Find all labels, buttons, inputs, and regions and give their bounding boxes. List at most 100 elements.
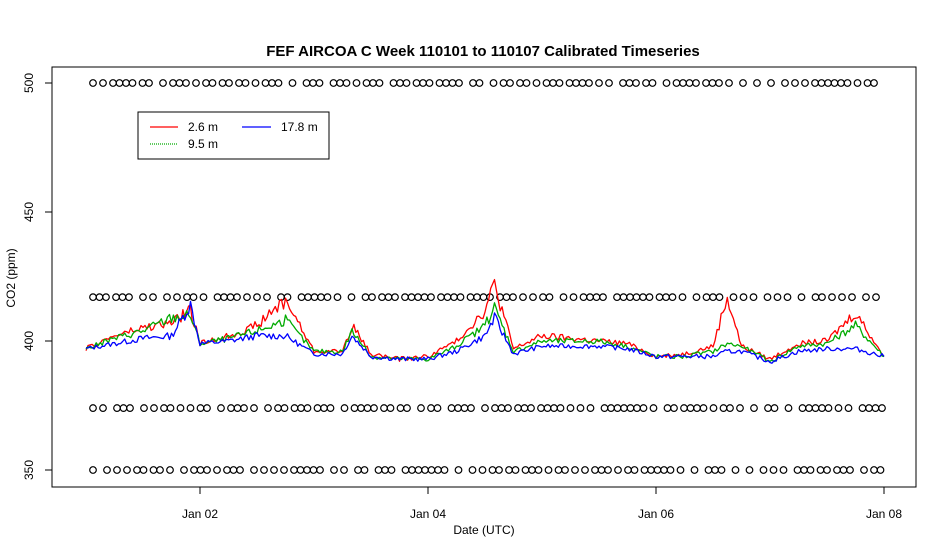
marker-circle <box>537 404 545 412</box>
marker-circle <box>680 404 688 412</box>
marker-circle <box>407 293 416 302</box>
marker-circle <box>317 293 325 302</box>
marker-circle <box>726 404 734 412</box>
marker-circle <box>545 293 554 302</box>
marker-circle <box>620 404 628 412</box>
marker-circle <box>396 404 405 412</box>
x-axis-label: Date (UTC) <box>453 523 514 537</box>
marker-circle <box>554 466 563 474</box>
marker-circle <box>613 404 622 412</box>
marker-circle <box>199 293 208 302</box>
marker-circle <box>676 466 685 474</box>
marker-circle <box>236 466 244 474</box>
marker-circle <box>251 79 260 87</box>
marker-circle <box>653 466 662 474</box>
marker-circle <box>350 404 359 412</box>
marker-circle <box>183 293 191 302</box>
marker-circle <box>260 466 268 474</box>
marker-circle <box>767 79 775 87</box>
marker-circle <box>414 293 422 302</box>
marker-circle <box>250 466 258 474</box>
marker-circle <box>569 293 578 302</box>
marker-circle <box>304 293 312 302</box>
marker-circle <box>858 404 867 412</box>
marker-circle <box>159 79 167 87</box>
marker-circle <box>374 466 383 474</box>
marker-circle <box>433 404 442 412</box>
marker-circle <box>403 404 411 412</box>
marker-circle <box>315 79 324 87</box>
marker-circle <box>196 466 205 474</box>
marker-circle <box>340 404 349 412</box>
marker-circle <box>648 79 657 87</box>
marker-circle <box>811 79 819 87</box>
marker-circle <box>655 293 664 302</box>
marker-circle <box>811 293 820 302</box>
marker-circle <box>95 293 104 302</box>
marker-circle <box>702 293 711 302</box>
marker-circle <box>555 79 564 87</box>
marker-circle <box>233 404 242 412</box>
marker-circle <box>190 466 198 474</box>
marker-circle <box>693 404 701 412</box>
marker-circle <box>561 466 569 474</box>
marker-circle <box>203 404 211 412</box>
marker-circle <box>823 466 831 474</box>
marker-circle <box>427 404 435 412</box>
marker-circle <box>412 79 421 87</box>
marker-circle <box>783 293 792 302</box>
marker-circle <box>460 404 469 412</box>
marker-circle <box>112 293 120 302</box>
marker-circle <box>624 466 632 474</box>
marker-circle <box>495 466 503 474</box>
marker-circle <box>361 293 370 302</box>
marker-circle <box>509 293 517 302</box>
marker-circle <box>595 79 603 87</box>
marker-circle <box>263 293 271 302</box>
marker-circle <box>739 79 747 87</box>
marker-circle <box>708 79 717 87</box>
marker-circle <box>456 293 465 302</box>
marker-circle <box>186 404 195 412</box>
marker-circle <box>223 466 231 474</box>
marker-circle <box>853 79 862 87</box>
marker-circle <box>544 466 553 474</box>
marker-circle <box>166 466 174 474</box>
marker-circle <box>527 404 535 412</box>
marker-circle <box>592 293 601 302</box>
marker-circle <box>764 404 772 412</box>
marker-circle <box>126 404 134 412</box>
marker-circle <box>402 79 411 87</box>
marker-circle <box>450 293 458 302</box>
marker-circle <box>274 79 283 87</box>
marker-circle <box>759 466 768 474</box>
marker-circle <box>386 404 395 412</box>
marker-circle <box>313 404 322 412</box>
marker-circle <box>427 466 436 474</box>
marker-circle <box>288 79 297 87</box>
marker-circle <box>139 293 147 302</box>
marker-circle <box>745 466 754 474</box>
marker-circle <box>619 293 628 302</box>
marker-circle <box>401 466 410 474</box>
marker-circle <box>633 404 641 412</box>
marker-circle <box>626 293 634 302</box>
marker-circle <box>316 466 324 474</box>
marker-circle <box>632 293 641 302</box>
marker-circle <box>843 79 852 87</box>
marker-circle <box>791 79 799 87</box>
marker-circle <box>478 466 487 474</box>
marker-circle <box>488 466 497 474</box>
marker-circle <box>542 79 551 87</box>
marker-circle <box>800 466 808 474</box>
marker-circle <box>123 466 131 474</box>
marker-circle <box>357 404 365 412</box>
marker-circle <box>99 79 107 87</box>
marker-circle <box>736 404 744 412</box>
marker-circle <box>419 79 427 87</box>
marker-circle <box>368 293 376 302</box>
marker-circle <box>309 79 317 87</box>
marker-circle <box>715 293 724 302</box>
marker-circle <box>89 404 97 412</box>
marker-circle <box>506 79 514 87</box>
